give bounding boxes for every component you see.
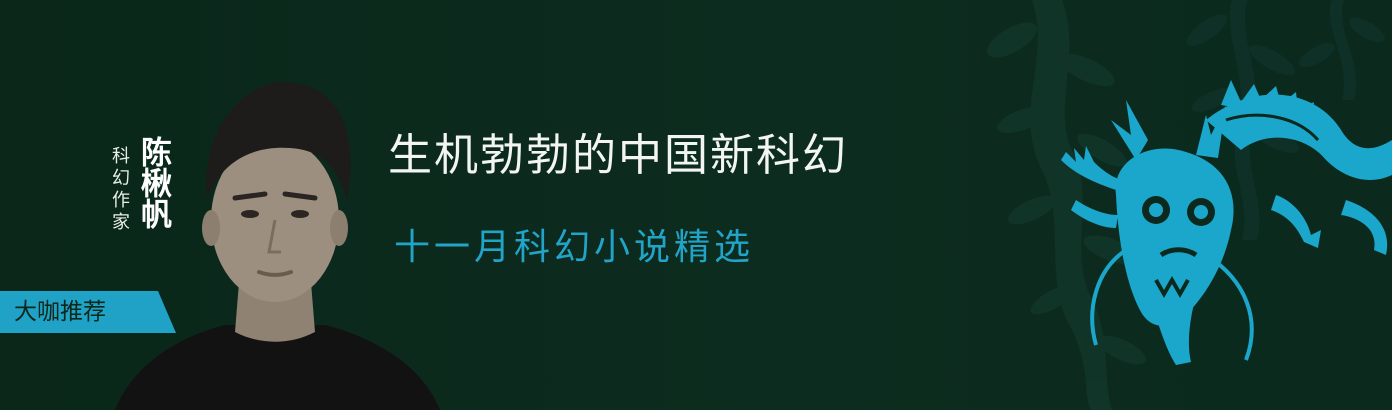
tag-shape bbox=[0, 291, 176, 333]
author-portrait bbox=[115, 81, 440, 410]
recommend-tag-label: 大咖推荐 bbox=[14, 299, 106, 325]
recommend-tag[interactable]: 大咖推荐 bbox=[0, 291, 176, 333]
dragon-icon bbox=[1061, 80, 1392, 365]
author-title: 科幻作家 bbox=[109, 146, 130, 234]
subheadline: 十一月科幻小说精选 bbox=[394, 227, 755, 268]
author-name: 陈楸帆 bbox=[135, 136, 171, 229]
headline: 生机勃勃的中国新科幻 bbox=[388, 130, 848, 181]
